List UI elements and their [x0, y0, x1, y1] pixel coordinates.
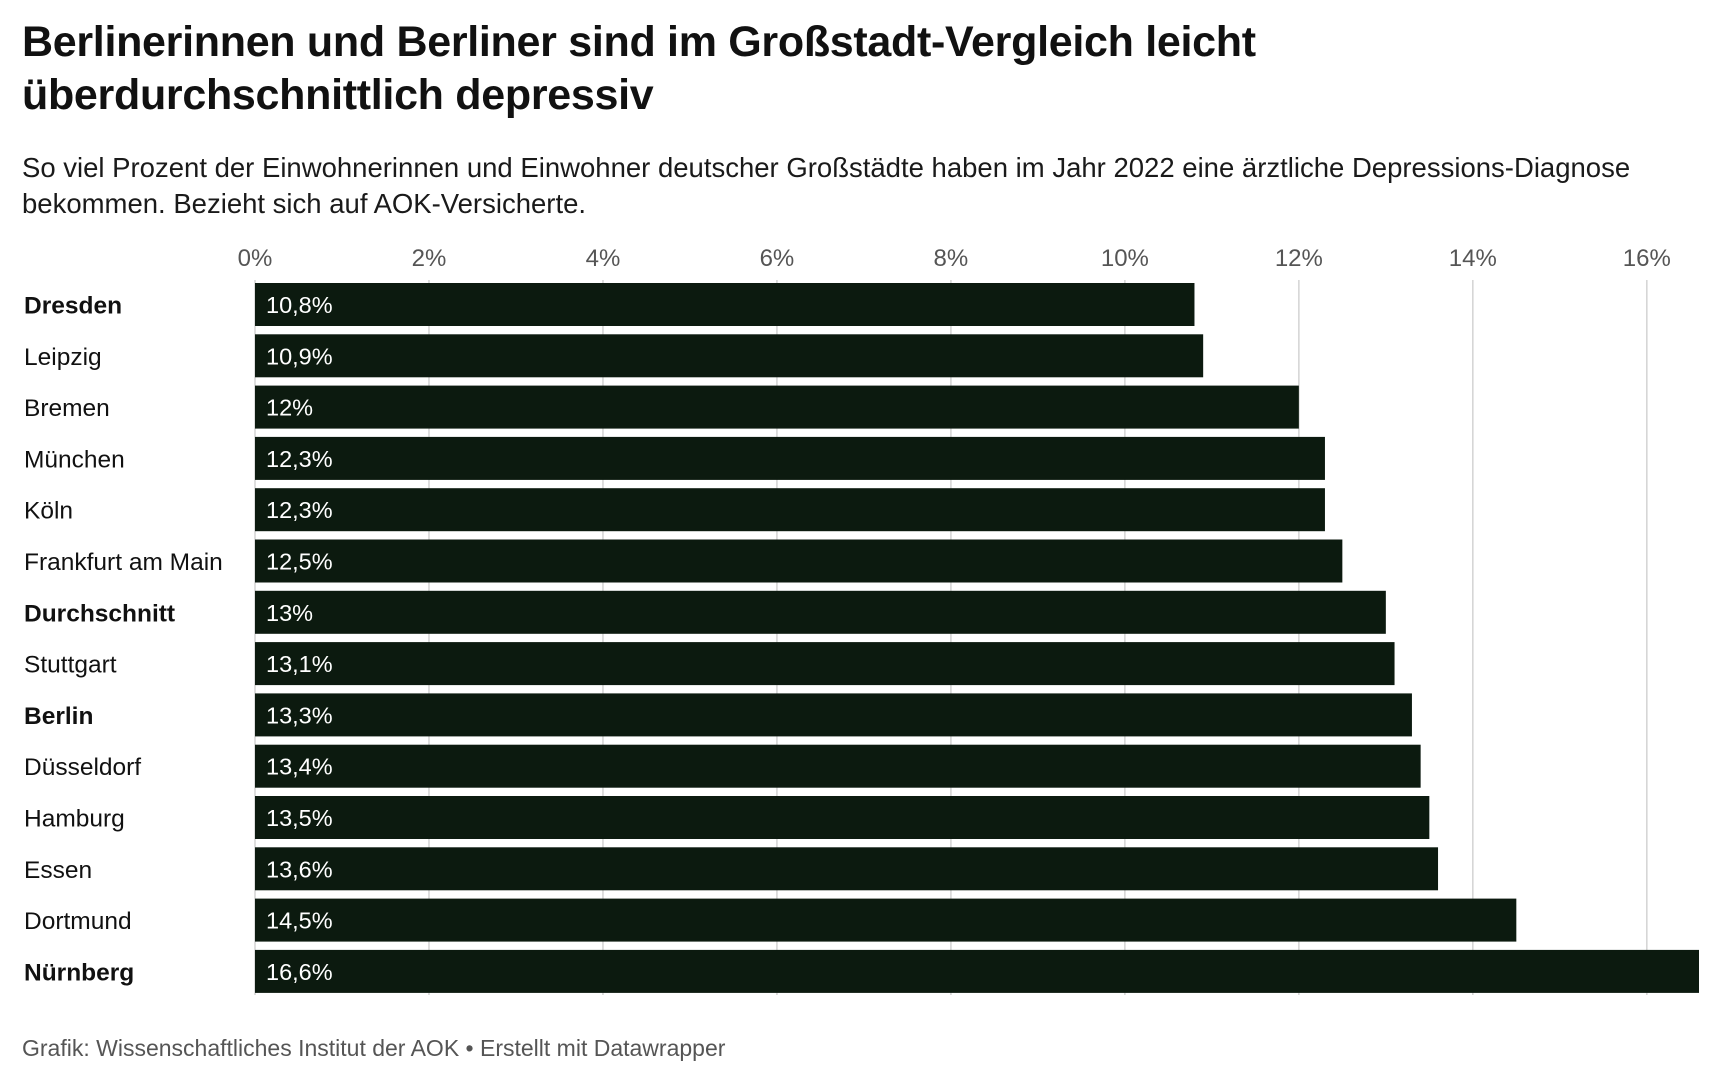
- bar: [255, 898, 1517, 942]
- value-label: 16,6%: [266, 959, 333, 985]
- category-label: Dortmund: [24, 908, 132, 935]
- bar: [255, 693, 1412, 737]
- category-labels: Dresden Leipzig Bremen München Köln Frankfurt…: [24, 293, 223, 987]
- category-label: Leipzig: [24, 344, 102, 371]
- bar: [255, 539, 1343, 583]
- value-label: 13,3%: [266, 702, 333, 728]
- x-tick-label: 10%: [1101, 245, 1149, 272]
- x-tick-label: 8%: [934, 245, 969, 272]
- value-label: 12,3%: [266, 446, 333, 472]
- value-label: 13%: [266, 600, 313, 626]
- category-label: Hamburg: [24, 806, 125, 833]
- chart-title: Berlinerinnen und Berliner sind im Großs…: [22, 18, 1256, 119]
- bar: [255, 949, 1699, 993]
- value-label: 12,5%: [266, 549, 333, 575]
- category-label: Bremen: [24, 395, 110, 422]
- category-label: Nürnberg: [24, 959, 134, 986]
- bar: [255, 436, 1325, 480]
- value-label: 12%: [266, 395, 313, 421]
- bars: [255, 283, 1699, 993]
- bar: [255, 488, 1325, 532]
- value-label: 14,5%: [266, 908, 333, 934]
- x-tick-label: 0%: [238, 245, 273, 272]
- bar: [255, 590, 1386, 634]
- x-tick-label: 2%: [412, 245, 447, 272]
- bar: [255, 642, 1395, 686]
- value-label: 13,6%: [266, 856, 333, 882]
- value-label: 10,8%: [266, 292, 333, 318]
- category-label: Essen: [24, 857, 92, 884]
- category-label: Berlin: [24, 703, 93, 730]
- x-tick-label: 6%: [760, 245, 795, 272]
- bar: [255, 847, 1439, 891]
- bar: [255, 385, 1299, 429]
- x-tick-label: 4%: [586, 245, 621, 272]
- source-credit: Grafik: Wissenschaftliches Institut der …: [22, 1035, 726, 1061]
- chart-subtitle: So viel Prozent der Einwohnerinnen und E…: [22, 152, 1631, 219]
- x-tick-label: 14%: [1449, 245, 1497, 272]
- value-label: 13,5%: [266, 805, 333, 831]
- category-label: Durchschnitt: [24, 600, 175, 627]
- category-label: Düsseldorf: [24, 754, 141, 781]
- category-label: Köln: [24, 498, 73, 525]
- category-label: Stuttgart: [24, 652, 117, 679]
- bar: [255, 744, 1421, 788]
- value-label: 13,1%: [266, 651, 333, 677]
- value-label: 12,3%: [266, 497, 333, 523]
- category-label: Frankfurt am Main: [24, 549, 223, 576]
- value-label: 13,4%: [266, 754, 333, 780]
- value-label: 10,9%: [266, 343, 333, 369]
- x-tick-label: 12%: [1275, 245, 1323, 272]
- value-labels: 10,8% 10,9% 12% 12,3% 12,3% 12,5% 13% 13,1% 13,3…: [266, 292, 333, 985]
- bar: [255, 283, 1195, 326]
- x-axis-ticks: 0% 2% 4% 6% 8% 10% 12% 14% 16%: [238, 245, 1671, 272]
- bar: [255, 334, 1204, 378]
- bar: [255, 796, 1430, 839]
- category-label: Dresden: [24, 293, 122, 320]
- x-tick-label: 16%: [1623, 245, 1671, 272]
- category-label: München: [24, 446, 125, 473]
